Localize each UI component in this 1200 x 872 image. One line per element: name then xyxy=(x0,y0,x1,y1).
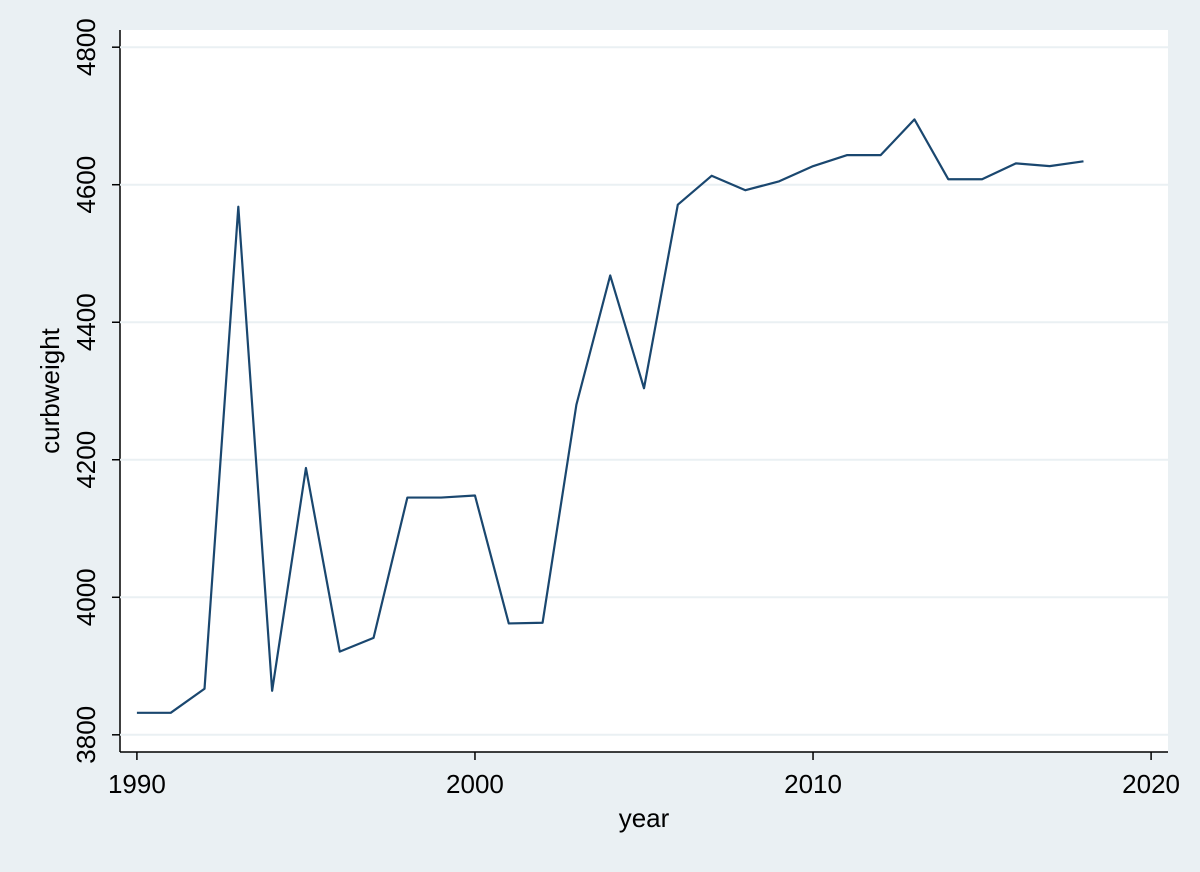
x-axis-title: year xyxy=(619,803,670,833)
x-tick-label: 1990 xyxy=(108,769,166,799)
y-tick-label: 3800 xyxy=(71,706,101,764)
x-tick-label: 2010 xyxy=(784,769,842,799)
y-tick-label: 4600 xyxy=(71,156,101,214)
y-axis-title: curbweight xyxy=(35,327,65,454)
x-tick-label: 2020 xyxy=(1122,769,1180,799)
y-tick-label: 4000 xyxy=(71,568,101,626)
y-tick-label: 4200 xyxy=(71,431,101,489)
x-tick-label: 2000 xyxy=(446,769,504,799)
data-line xyxy=(136,118,1084,714)
y-tick-label: 4800 xyxy=(71,18,101,76)
plot-area xyxy=(120,30,1168,752)
y-tick-label: 4400 xyxy=(71,293,101,351)
